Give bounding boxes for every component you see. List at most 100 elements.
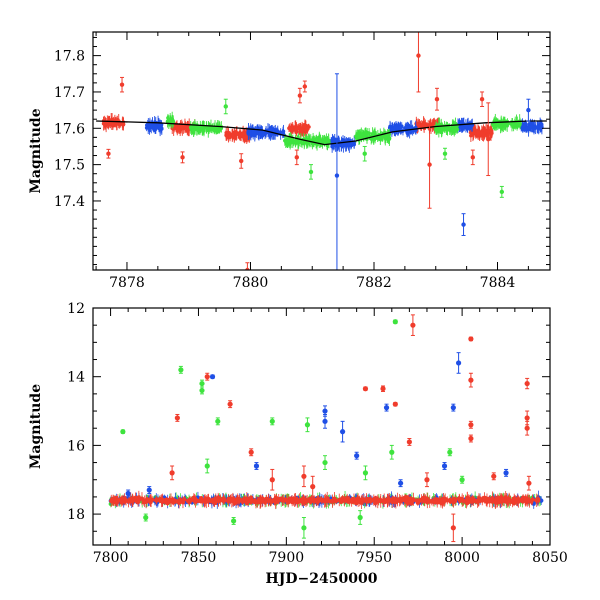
blue-outlier-0 [334, 73, 340, 270]
red-outlier-11 [470, 149, 476, 166]
y-tick-label: 16 [67, 438, 85, 454]
plot-frame [92, 307, 551, 546]
red-outlier-15 [524, 420, 530, 436]
red-outlier-3 [248, 448, 254, 457]
y-tick-label: 14 [67, 370, 85, 386]
red-outlier-19 [310, 475, 316, 498]
green-segment-0 [165, 111, 176, 130]
x-axis-label: HJD−2450000 [266, 571, 378, 587]
y-axis-label: Magnitude [28, 384, 44, 469]
red-segment-3 [287, 119, 311, 139]
blue-segment-0 [144, 115, 164, 137]
red-outlier-1 [204, 372, 210, 381]
x-tick-label: 7950 [356, 550, 392, 566]
green-outlier-10 [362, 465, 369, 481]
red-outlier-2 [180, 151, 185, 164]
green-outlier-0 [120, 429, 126, 435]
green-outlier-13 [459, 475, 465, 484]
red-outlier-9 [468, 336, 474, 342]
red-outlier-12 [479, 91, 485, 107]
x-tick-label: 7878 [109, 275, 145, 291]
blue-outlier-10 [503, 468, 509, 477]
top-panel-zoomed-light-curve: 7878 7880 7882 7884 17.4 17.5 17.6 17.7 17.8 Magn… [28, 31, 551, 291]
red-outlier-8 [416, 32, 421, 93]
green-outlier-8 [204, 458, 210, 474]
x-tick-label: 7900 [269, 550, 305, 566]
red-outlier-7 [302, 80, 308, 93]
green-outlier-2 [199, 379, 205, 388]
y-tick-label: 18 [67, 507, 85, 523]
red-outlier-13 [524, 377, 530, 390]
red-outlier-0 [174, 413, 180, 422]
blue-outlier-2 [526, 98, 531, 122]
green-outlier-0 [223, 98, 228, 115]
blue-segment-5 [519, 117, 544, 137]
green-outlier-17 [357, 510, 363, 525]
plot-area [108, 314, 544, 543]
green-outlier-5 [392, 319, 398, 325]
y-tick-label: 17.7 [54, 85, 85, 101]
blue-outlier-4 [383, 403, 390, 412]
y-tick-label: 17.4 [54, 194, 85, 210]
blue-outlier-8 [354, 451, 360, 460]
green-outlier-7 [304, 417, 311, 433]
blue-outlier-12 [146, 486, 152, 494]
red-outlier-22 [526, 475, 532, 491]
red-outlier-20 [424, 472, 430, 488]
green-outlier-9 [322, 455, 328, 470]
red-outlier-11 [468, 420, 474, 429]
red-outlier-7 [410, 314, 416, 336]
green-outlier-1 [178, 365, 184, 374]
red-outlier-18 [301, 465, 307, 488]
green-outlier-4 [215, 417, 221, 426]
x-tick-label: 7850 [181, 550, 217, 566]
green-outlier-3 [499, 185, 505, 198]
green-segment-5 [490, 113, 522, 134]
red-outlier-10 [468, 372, 474, 388]
model-curve [96, 120, 547, 146]
y-tick-label: 12 [67, 301, 85, 317]
green-outlier-1 [308, 164, 314, 180]
red-outlier-1 [119, 76, 125, 93]
green-outlier-12 [447, 448, 453, 457]
green-segment-1 [188, 119, 224, 138]
blue-outlier-2 [322, 413, 328, 429]
red-outlier-21 [491, 472, 497, 481]
red-outlier-12 [468, 434, 474, 443]
blue-outlier-6 [450, 403, 456, 412]
red-outlier-0 [106, 148, 111, 159]
x-tick-label: 8050 [532, 550, 568, 566]
red-outlier-6 [392, 401, 398, 407]
red-outlier-2 [227, 400, 233, 409]
blue-outlier-5 [456, 352, 462, 374]
green-outlier-14 [143, 513, 149, 522]
blue-outlier-7 [253, 462, 260, 470]
red-outlier-10 [434, 87, 440, 111]
red-outlier-13 [486, 102, 491, 177]
red-outlier-9 [427, 120, 432, 209]
x-tick-label: 7882 [356, 275, 392, 291]
x-tick-label: 7884 [480, 275, 516, 291]
green-outlier-2 [362, 145, 367, 162]
blue-segment-1 [246, 122, 287, 142]
red-baseline-points [109, 490, 541, 510]
green-outlier-11 [389, 444, 395, 460]
y-tick-label: 17.8 [54, 49, 85, 65]
y-tick-label: 17.6 [54, 121, 85, 137]
bottom-panel-full-light-curve: 7800 7850 7900 7950 8000 8050 12 14 16 18 Magnitud… [28, 301, 568, 587]
red-outlier-23 [450, 513, 456, 543]
blue-outlier-13 [397, 479, 404, 488]
green-segment-3 [354, 127, 392, 146]
blue-outlier-0 [209, 374, 216, 380]
blue-outlier-9 [441, 462, 448, 470]
red-outlier-5 [380, 385, 386, 392]
red-outlier-6 [297, 87, 303, 104]
x-tick-label: 8000 [444, 550, 480, 566]
blue-outlier-3 [339, 420, 346, 443]
red-outlier-3 [239, 153, 244, 169]
green-outlier-3 [199, 386, 205, 395]
red-outlier-17 [269, 468, 275, 491]
x-tick-label: 7800 [93, 550, 129, 566]
red-outlier-16 [169, 465, 175, 481]
